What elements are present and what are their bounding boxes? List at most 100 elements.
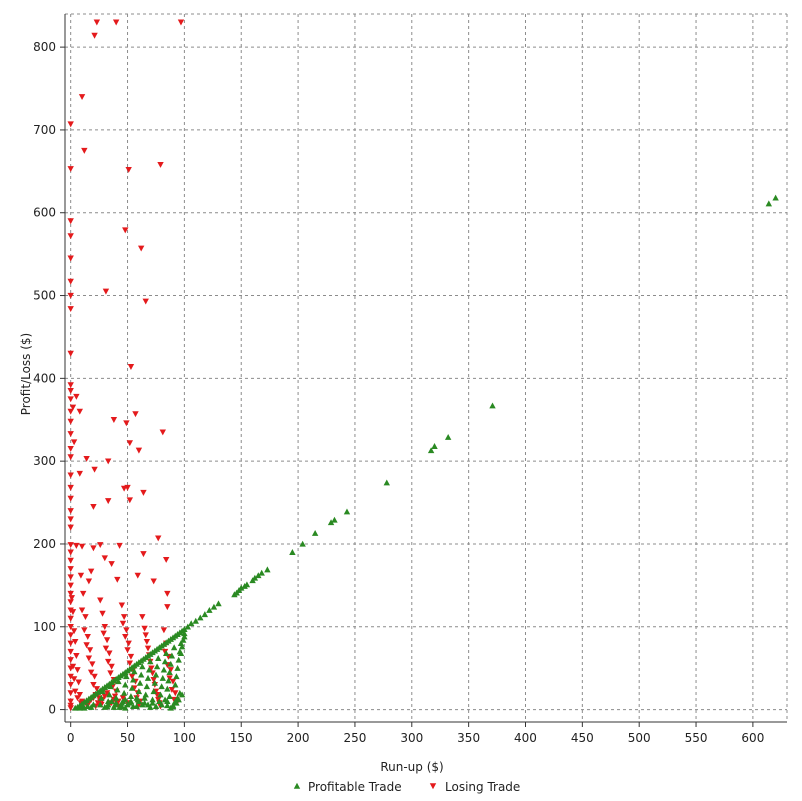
losing-trade-point — [105, 658, 112, 665]
profitable-trade-point — [299, 540, 306, 547]
losing-trade-point — [76, 470, 83, 477]
profitable-trade-point — [145, 666, 153, 673]
losing-trade-point — [69, 404, 77, 411]
losing-trade-point — [67, 615, 74, 622]
profitable-trade-point — [158, 683, 165, 690]
profitable-trade-point — [164, 702, 171, 709]
losing-trade-point — [67, 418, 74, 425]
losing-trade-point — [108, 561, 115, 568]
losing-trade-point — [137, 245, 145, 252]
legend-marker-profitable — [293, 782, 301, 789]
losing-trade-point — [160, 627, 168, 634]
profitable-trade-point — [197, 614, 204, 621]
losing-trade-point — [67, 472, 74, 479]
x-axis-ticks: 0 50 100 150 200 250 300 350 400 450 500 550 600 — [67, 722, 764, 745]
profitable-trade-point — [489, 402, 496, 409]
profitable-trade-point — [147, 658, 154, 665]
losing-trade-point — [157, 161, 164, 168]
losing-trade-point — [143, 638, 151, 645]
losing-trade-point — [142, 298, 149, 305]
losing-trade-point — [126, 660, 134, 667]
losing-trade-point — [127, 364, 135, 370]
grid — [65, 13, 788, 722]
profitable-trade-point — [131, 668, 138, 675]
losing-trade-point — [67, 599, 74, 606]
losing-trade-point — [103, 637, 111, 644]
profitable-trade-point — [174, 664, 181, 671]
losing-trade-point — [90, 545, 97, 552]
profitable-trade-point — [192, 617, 199, 624]
losing-trade-point — [68, 595, 76, 601]
profitable-trade-point — [157, 691, 164, 698]
losing-trade-point — [122, 633, 129, 640]
losing-trade-point — [126, 497, 134, 504]
losing-trade-point — [110, 417, 118, 423]
losing-trade-point — [82, 614, 89, 621]
losing-trade-point — [67, 454, 74, 461]
losing-trade-point — [101, 693, 108, 700]
losing-trade-point — [125, 640, 132, 647]
profitable-trade-point — [144, 674, 152, 681]
losing-trade-point — [114, 576, 121, 583]
losing-trade-point — [102, 288, 110, 295]
losing-trade-point — [159, 429, 166, 436]
losing-trade-point — [103, 690, 111, 697]
profitable-trade-point — [331, 516, 338, 523]
axes — [64, 14, 787, 723]
losing-trade-point — [67, 382, 74, 389]
profitable-trade-point — [444, 433, 452, 440]
profitable-trade-point — [166, 669, 173, 676]
losing-trade-point — [84, 633, 91, 640]
losing-trade-point — [67, 557, 74, 564]
x-tick-label: 400 — [514, 731, 537, 745]
losing-trade-point — [70, 676, 78, 683]
x-tick-label: 300 — [400, 731, 423, 745]
profitable-trade-point — [151, 679, 159, 686]
losing-trade-point — [99, 610, 106, 617]
losing-trade-point — [87, 669, 95, 676]
losing-trade-point — [108, 663, 115, 670]
x-tick-label: 500 — [628, 731, 651, 745]
profitable-trade-point — [161, 658, 169, 665]
profitable-trade-point — [112, 694, 120, 701]
losing-trade-point — [67, 306, 74, 312]
losing-trade-point — [67, 566, 74, 573]
profitable-trade-point — [158, 701, 165, 708]
profitable-trade-point — [772, 194, 779, 201]
profitable-trade-point — [155, 655, 162, 661]
profitable-trade-point — [289, 549, 296, 555]
profitable-trade-point — [116, 703, 123, 710]
losing-trade-point — [105, 498, 112, 505]
losing-trade-point — [78, 607, 86, 614]
profitable-trade-point — [139, 701, 146, 708]
losing-trade-point — [161, 648, 169, 655]
losing-trade-point — [67, 690, 74, 697]
profitable-trade-point — [127, 698, 135, 705]
losing-trade-point — [124, 484, 131, 491]
losing-trade-point — [168, 686, 176, 693]
profitable-trade-point — [127, 693, 135, 700]
legend-label-losing: Losing Trade — [445, 780, 520, 794]
x-tick-label: 200 — [287, 731, 310, 745]
profitable-trade-point — [164, 685, 171, 692]
profitable-trade-point — [169, 703, 177, 709]
losing-trade-point — [123, 420, 130, 427]
profitable-trade-point — [165, 677, 172, 684]
y-tick-label: 0 — [48, 703, 56, 717]
losing-trade-point — [67, 516, 74, 523]
x-tick-label: 150 — [230, 731, 253, 745]
y-axis-ticks: 0 100 200 300 400 500 600 700 800 — [33, 40, 65, 717]
losing-trade-point — [76, 408, 83, 415]
profitable-trade-point — [141, 694, 148, 701]
profitable-trade-point — [152, 671, 160, 678]
x-axis-title: Run-up ($) — [380, 760, 443, 774]
losing-trade-point — [78, 543, 86, 550]
losing-trade-point — [91, 466, 98, 473]
losing-trade-point — [155, 696, 162, 703]
losing-trade-point — [128, 673, 136, 680]
losing-trade-point — [67, 233, 74, 240]
losing-trade-point — [89, 661, 96, 668]
losing-trade-point — [67, 657, 74, 664]
losing-trade-point — [72, 638, 79, 645]
losing-trade-point — [76, 691, 83, 698]
